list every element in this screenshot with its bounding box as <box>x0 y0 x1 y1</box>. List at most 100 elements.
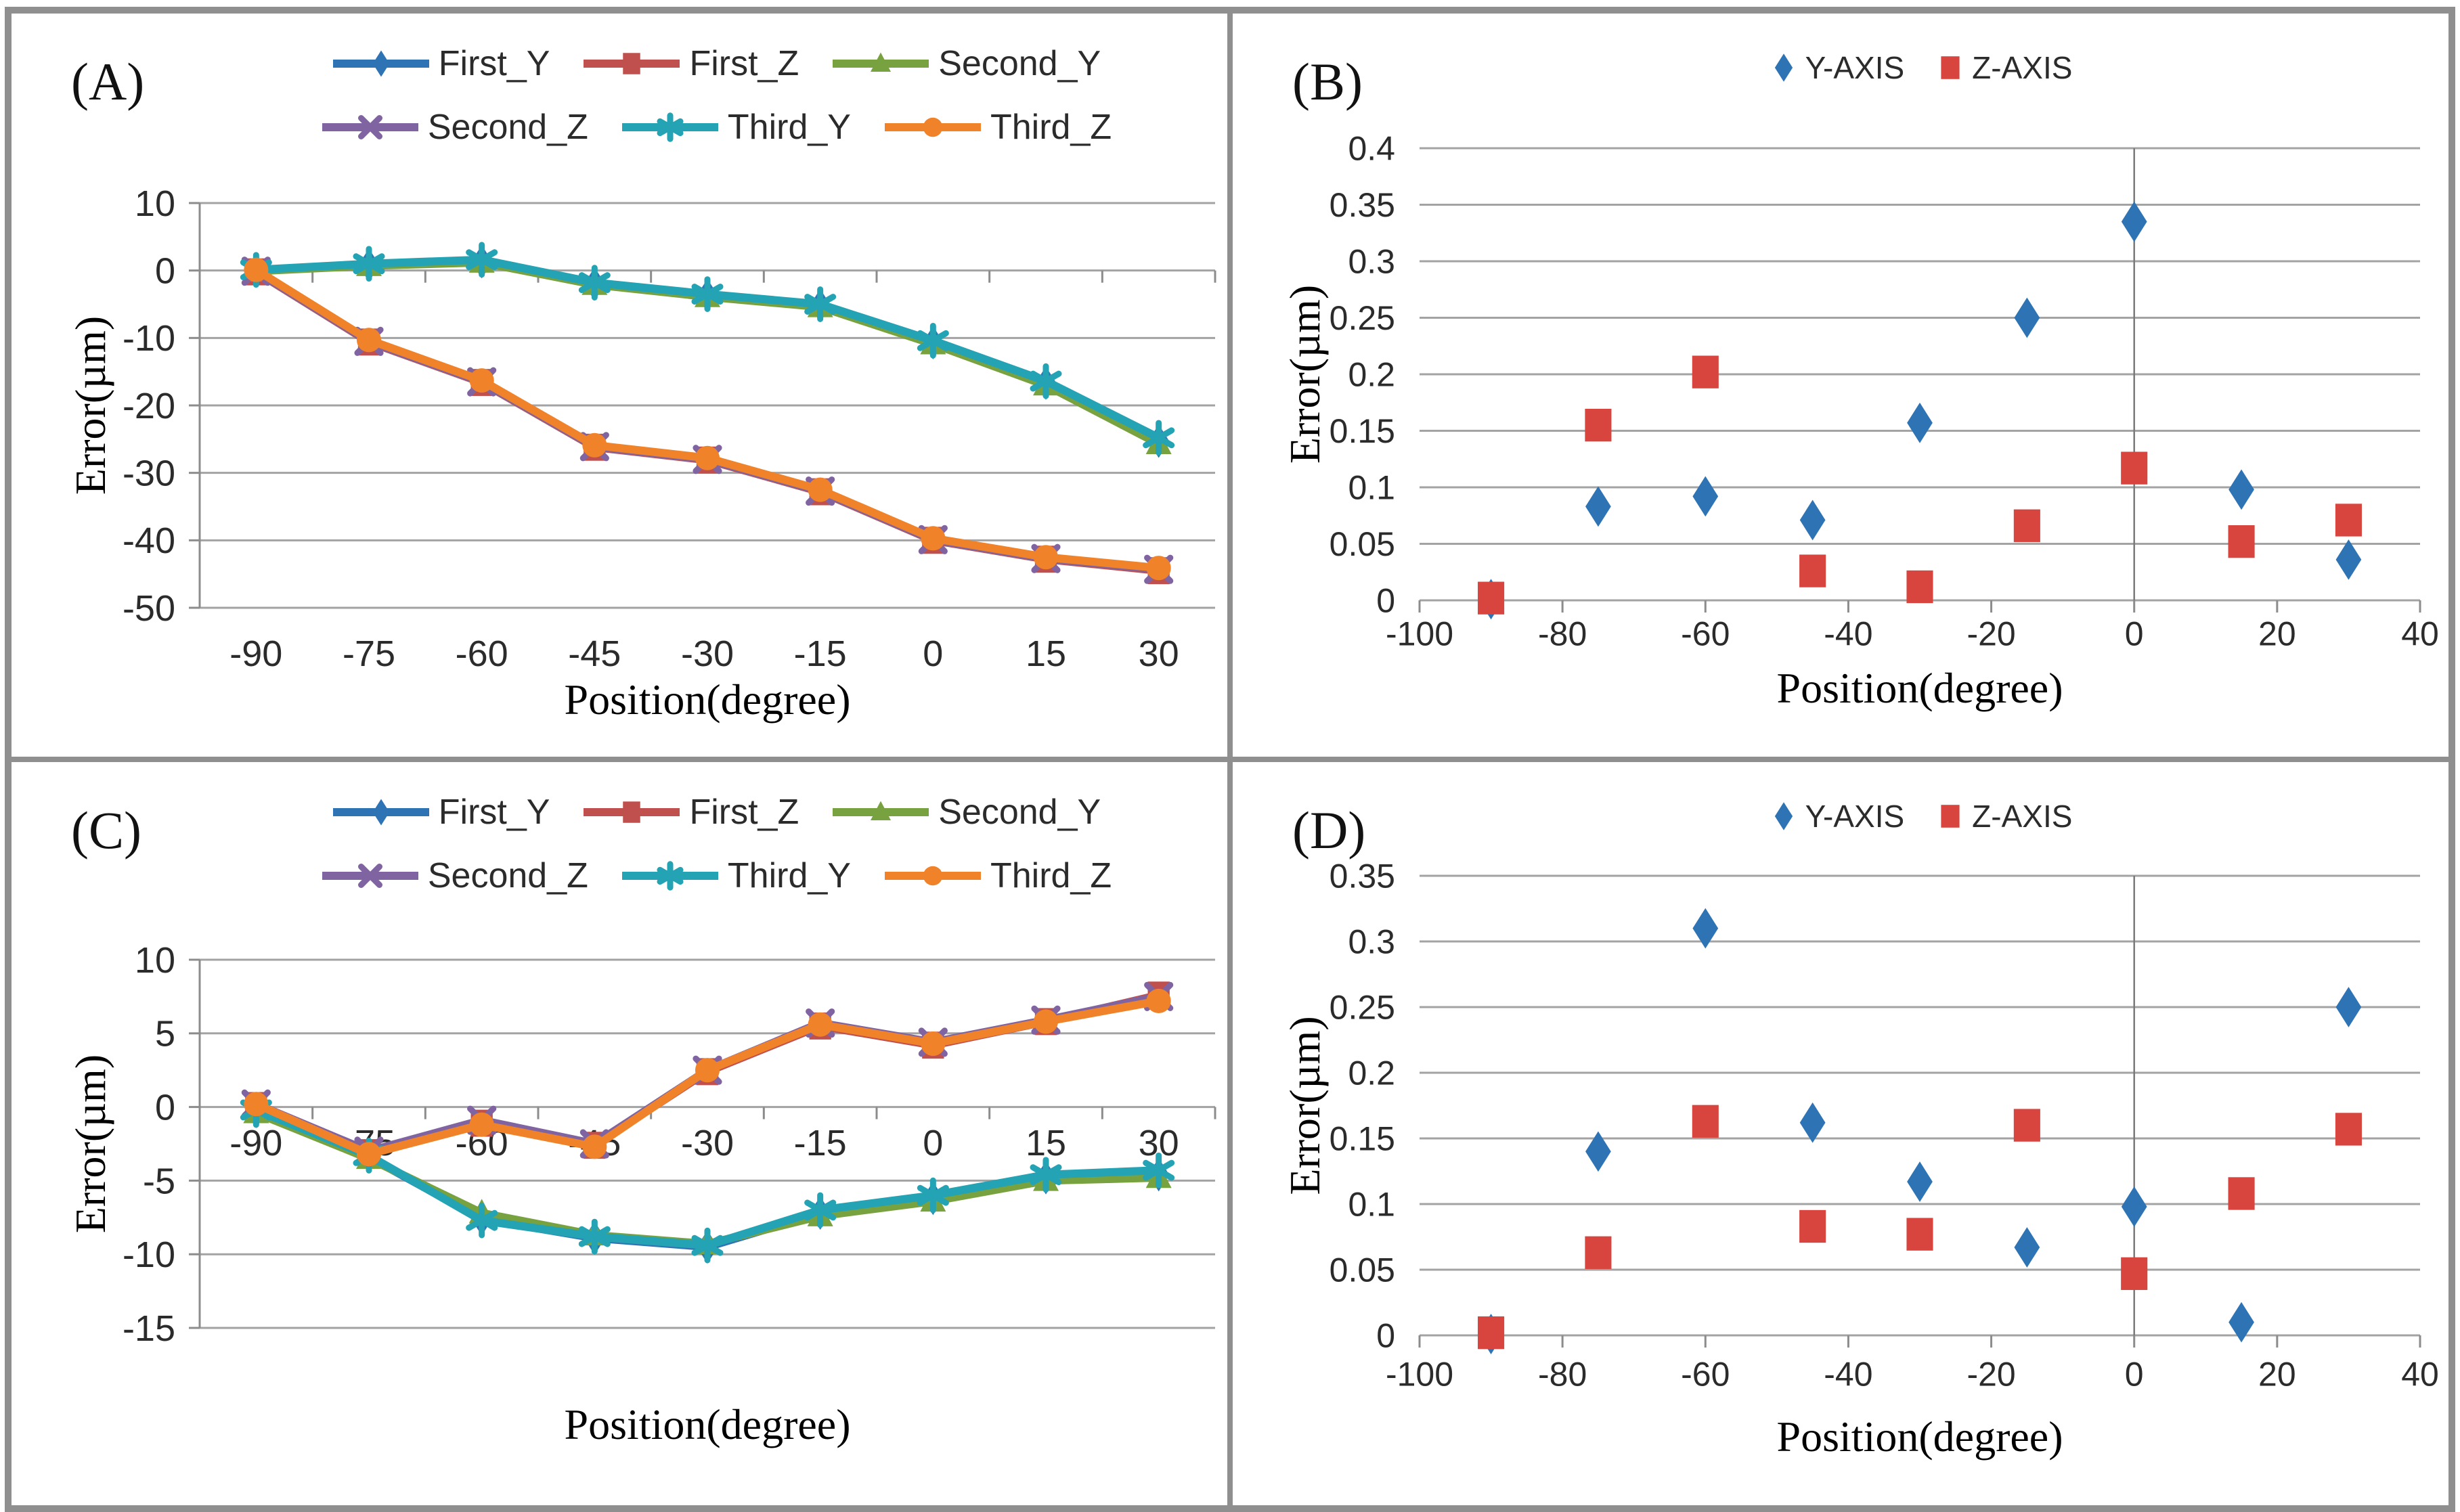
data-point-marker <box>2228 525 2255 558</box>
y-tick-label: -20 <box>123 386 175 426</box>
x-tick-label: 0 <box>923 1123 943 1163</box>
data-point-marker <box>356 1142 382 1167</box>
y-tick-label: 0.25 <box>1330 299 1395 337</box>
x-tick-label: 20 <box>2258 615 2296 653</box>
series-y-axis <box>1478 908 2362 1354</box>
x-tick-label: -20 <box>1967 1356 2015 1394</box>
panel-a-label: (A) <box>71 52 145 111</box>
data-point-marker <box>1906 570 1933 604</box>
grid-and-axes: 0.350.30.250.20.150.10.050-100 -80 -60 -40-… <box>1330 858 2439 1394</box>
y-tick-label: -40 <box>123 520 175 561</box>
data-point-marker <box>695 445 720 470</box>
panel-d-chart: 0.350.30.250.20.150.10.050-100 -80 -60 -40-… <box>1281 858 2439 1461</box>
panel-c-label: (C) <box>71 801 141 860</box>
x-tick-label: -20 <box>1967 615 2015 653</box>
y-tick-label: 0.2 <box>1348 1054 1395 1092</box>
x-tick-label: 0 <box>923 633 943 674</box>
series-z-axis <box>1478 1105 2362 1350</box>
y-tick-label: -50 <box>123 588 175 629</box>
data-point-marker <box>921 526 946 551</box>
data-point-marker <box>2014 1227 2040 1268</box>
data-point-marker <box>466 1202 498 1239</box>
data-point-marker <box>1585 486 1611 527</box>
data-point-marker <box>2228 1302 2254 1343</box>
y-tick-label: -15 <box>123 1308 175 1349</box>
y-tick-label: 0.35 <box>1330 858 1395 895</box>
data-point-marker <box>2014 297 2040 338</box>
y-tick-label: -10 <box>123 1235 175 1275</box>
data-point-marker <box>1799 499 1826 541</box>
x-tick-label: -40 <box>1824 615 1872 653</box>
data-point-marker <box>1692 908 1719 949</box>
x-tick-label: -100 <box>1386 615 1453 653</box>
data-point-marker <box>1907 1161 1933 1202</box>
y-tick-label: 0.35 <box>1330 186 1395 224</box>
y-tick-label: 10 <box>135 183 175 224</box>
data-point-marker <box>1146 556 1171 581</box>
x-tick-label: -60 <box>1681 615 1730 653</box>
x-tick-label: 40 <box>2401 615 2439 653</box>
data-point-marker <box>1033 1009 1059 1034</box>
data-point-marker <box>1907 402 1933 443</box>
data-point-marker <box>2335 504 2362 537</box>
x-tick-label: -80 <box>1538 615 1587 653</box>
panel-c-chart: 1050-5-10-15-90-75-60-45-30-1501530Error… <box>66 940 1216 1448</box>
panel-b-label: (B) <box>1292 52 1363 111</box>
data-point-marker <box>1692 355 1719 388</box>
data-point-marker <box>1030 1157 1062 1193</box>
data-point-marker <box>469 368 494 393</box>
x-axis-title: Position(degree) <box>565 675 851 724</box>
x-tick-label: -100 <box>1386 1356 1453 1394</box>
data-point-marker <box>917 322 949 359</box>
y-tick-label: 0 <box>1376 582 1395 620</box>
data-point-marker <box>2121 1186 2147 1227</box>
x-tick-label: 40 <box>2401 1356 2439 1394</box>
panel-c: (C) First_Y First_Z Second_Y Second_Z Third_… <box>12 762 1227 1505</box>
data-point-marker <box>808 1012 833 1037</box>
data-point-marker <box>2121 201 2147 242</box>
data-point-marker <box>1799 1209 1826 1243</box>
data-point-marker <box>804 1192 837 1228</box>
x-tick-label: 0 <box>2125 1356 2144 1394</box>
x-tick-label: 15 <box>1026 633 1066 674</box>
x-tick-label: -30 <box>681 633 734 674</box>
x-tick-label: -15 <box>794 1123 847 1163</box>
data-point-marker <box>921 1031 946 1057</box>
data-point-marker <box>2121 1257 2148 1290</box>
x-tick-label: -15 <box>794 633 847 674</box>
data-point-marker <box>1146 988 1171 1013</box>
data-point-marker <box>582 432 607 458</box>
data-point-marker <box>353 246 385 282</box>
x-tick-label: -80 <box>1538 1356 1587 1394</box>
x-tick-label: -30 <box>681 1123 734 1163</box>
x-tick-label: -60 <box>1681 1356 1730 1394</box>
data-point-marker <box>1692 1105 1719 1138</box>
panel-d-label: (D) <box>1292 801 1366 860</box>
x-tick-label: -90 <box>229 1123 282 1163</box>
y-tick-label: 0 <box>1376 1317 1395 1355</box>
data-point-marker <box>1143 420 1175 456</box>
y-tick-label: -10 <box>123 318 175 359</box>
x-tick-label: 20 <box>2258 1356 2296 1394</box>
y-tick-label: 0 <box>155 251 175 292</box>
series-third-y <box>240 1092 1175 1264</box>
x-tick-label: 0 <box>2125 615 2144 653</box>
data-point-marker <box>2335 539 2362 580</box>
x-tick-label: -60 <box>456 633 508 674</box>
y-tick-label: 0.1 <box>1348 1186 1395 1224</box>
panel-b: (B) Y-AXIS Z-AXIS 0.4 0.35 0.3 0.25 0.2 0.15 0.… <box>1233 14 2448 757</box>
y-tick-label: 0.25 <box>1330 989 1395 1027</box>
data-point-marker <box>808 477 833 502</box>
grid-and-axes: 0.40.350.30.250.20.150.10.050-100 -80 -60-… <box>1330 130 2439 653</box>
y-tick-label: 0.15 <box>1330 1120 1395 1158</box>
y-tick-label: -5 <box>143 1161 175 1201</box>
x-tick-label: -40 <box>1824 1356 1872 1394</box>
y-tick-label: 0.3 <box>1348 923 1395 961</box>
data-point-marker <box>1799 1102 1826 1143</box>
data-point-marker <box>691 1227 724 1264</box>
data-point-marker <box>2121 451 2148 485</box>
x-tick-label: 15 <box>1026 1123 1066 1163</box>
y-tick-label: 0.15 <box>1330 412 1395 450</box>
x-tick-label: -75 <box>343 633 395 674</box>
data-point-marker <box>804 286 837 322</box>
